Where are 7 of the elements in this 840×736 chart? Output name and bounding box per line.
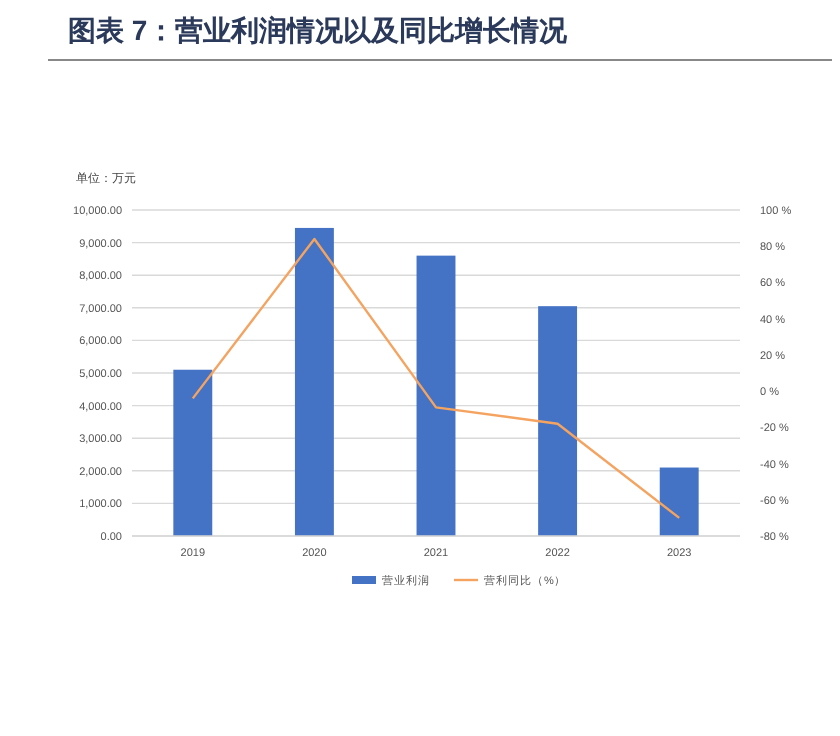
chart-title: 图表 7：营业利润情况以及同比增长情况 bbox=[68, 14, 570, 46]
bar bbox=[659, 467, 699, 536]
bar bbox=[538, 306, 578, 536]
bar bbox=[294, 227, 334, 536]
bar bbox=[173, 369, 213, 536]
line-series bbox=[191, 237, 681, 520]
bar bbox=[416, 255, 456, 536]
